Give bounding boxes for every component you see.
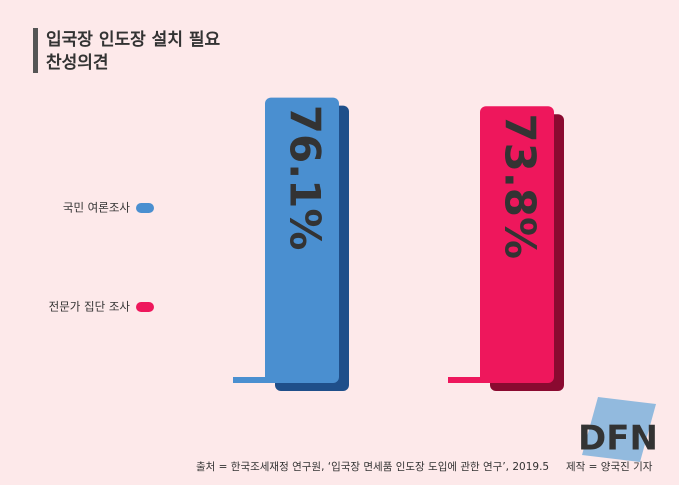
source: 출처 = 한국조세재정 연구원, ‘입국장 면세품 인도장 도입에 관한 연구’… [196, 460, 549, 473]
logo-shape [582, 397, 656, 462]
legend-label: 전문가 집단 조사 [49, 300, 131, 314]
legend-label: 국민 여론조사 [63, 201, 131, 215]
bar-base [233, 377, 273, 383]
legend-swatch [136, 203, 154, 213]
bar [480, 106, 554, 383]
credit: 제작 = 양국진 기자 [566, 461, 653, 473]
bar [265, 97, 339, 383]
legend-swatch [136, 302, 154, 312]
chart-subtitle: 찬성의견 [46, 53, 109, 73]
title-accent [33, 28, 38, 73]
logo: DFN [578, 419, 658, 459]
chart-title: 입국장 인도장 설치 필요 [46, 30, 221, 50]
bar-base [448, 377, 488, 383]
value-label: 76.1% [281, 105, 330, 251]
value-label: 73.8% [496, 113, 545, 259]
